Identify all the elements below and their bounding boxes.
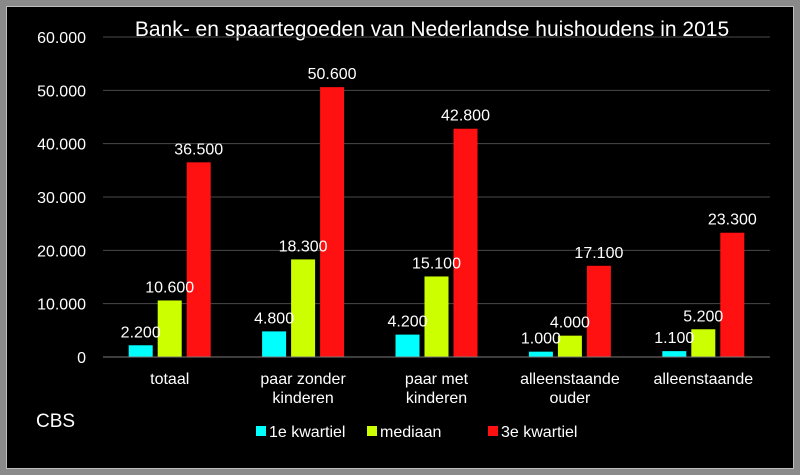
data-label: 4.200 (387, 314, 427, 331)
data-label: 4.000 (550, 315, 590, 332)
source-label: CBS (36, 411, 75, 432)
x-tick-label: paar met kinderen (405, 371, 469, 407)
x-tick-label: alleenstaande ouder (520, 371, 620, 407)
chart-frame (6, 6, 794, 469)
data-label: 10.600 (145, 279, 194, 296)
legend-swatch (488, 426, 498, 436)
legend-label: 1e kwartiel (269, 424, 345, 441)
chart-title: Bank- en spaartegoeden van Nederlandse h… (135, 18, 729, 41)
y-tick-label: 10.000 (37, 297, 86, 314)
y-tick-label: 20.000 (37, 243, 86, 260)
bar (186, 162, 211, 357)
data-label: 50.600 (308, 66, 357, 83)
legend-swatch (256, 426, 266, 436)
y-tick-label: 0 (77, 350, 86, 367)
y-tick-label: 60.000 (37, 30, 86, 47)
y-tick-label: 40.000 (37, 137, 86, 154)
data-label: 36.500 (174, 141, 223, 158)
data-label: 15.100 (412, 255, 461, 272)
x-tick-label: paar zonder kinderen (260, 371, 346, 407)
legend-swatch (367, 426, 377, 436)
bar (262, 331, 287, 357)
data-label: 5.200 (683, 308, 723, 325)
data-label: 17.100 (574, 245, 623, 262)
bar (157, 300, 182, 357)
data-label: 42.800 (441, 108, 490, 125)
bar (128, 345, 153, 357)
y-tick-label: 50.000 (37, 83, 86, 100)
data-label: 18.300 (279, 238, 328, 255)
data-label: 23.300 (708, 212, 757, 229)
x-tick-label: totaal (150, 371, 189, 388)
x-tick-label: alleenstaande (653, 371, 753, 388)
bar (453, 128, 478, 357)
data-label: 1.000 (521, 331, 561, 348)
legend-label: mediaan (380, 424, 441, 441)
bar (395, 334, 420, 357)
bar (586, 265, 611, 357)
bar (720, 232, 745, 357)
legend-label: 3e kwartiel (501, 424, 577, 441)
bar (662, 351, 687, 357)
bar (557, 335, 582, 357)
bar (291, 259, 316, 357)
data-label: 1.100 (654, 330, 694, 347)
bar (528, 351, 553, 357)
bar (320, 87, 345, 357)
bar (424, 276, 449, 357)
data-label: 4.800 (254, 310, 294, 327)
data-label: 2.200 (121, 324, 161, 341)
y-tick-label: 30.000 (37, 190, 86, 207)
bar (691, 329, 716, 357)
